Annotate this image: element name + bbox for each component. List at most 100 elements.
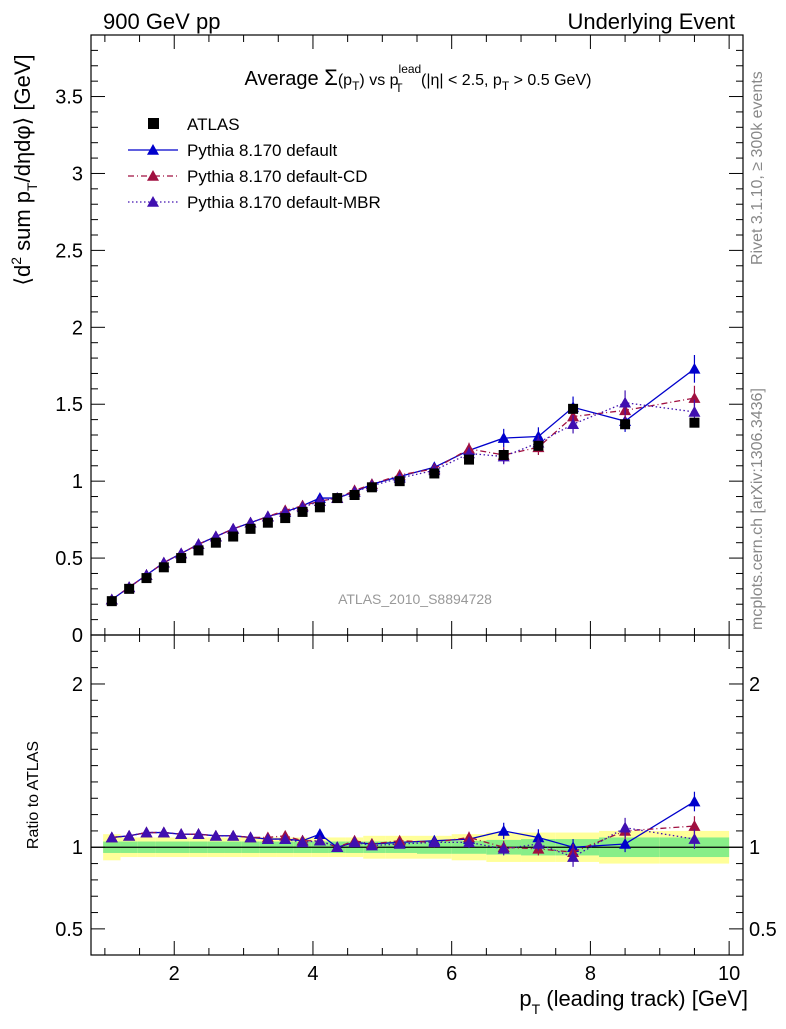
ratio-point bbox=[532, 837, 545, 849]
legend-marker bbox=[147, 196, 159, 207]
atlas-point bbox=[297, 506, 308, 517]
series-line bbox=[111, 397, 695, 601]
ratio-y-tick-label: 1 bbox=[72, 837, 83, 859]
ratio-point bbox=[279, 833, 292, 844]
x-tick-label: 8 bbox=[585, 963, 596, 985]
ratio-point bbox=[348, 836, 361, 848]
ratio-y-tick-label: 2 bbox=[72, 674, 83, 696]
ratio-point bbox=[331, 841, 344, 853]
x-tick-label: 10 bbox=[718, 963, 740, 985]
x-axis-label: pT (leading track) [GeV] bbox=[519, 986, 748, 1017]
y-axis-label-ratio: Ratio to ATLAS bbox=[25, 741, 42, 849]
ratio-point bbox=[296, 836, 309, 848]
series-point bbox=[619, 396, 632, 408]
y-tick-label: 2.5 bbox=[55, 240, 83, 262]
series-point bbox=[497, 432, 510, 443]
x-tick-label: 2 bbox=[169, 963, 180, 985]
ratio-point bbox=[157, 826, 170, 838]
ratio-point bbox=[619, 821, 632, 833]
y-tick-label: 0.5 bbox=[55, 548, 83, 570]
ratio-point bbox=[619, 837, 632, 849]
atlas-point bbox=[394, 476, 405, 487]
atlas-point bbox=[124, 583, 135, 594]
series-line bbox=[111, 402, 695, 601]
y-tick-label: 3.5 bbox=[55, 87, 83, 109]
atlas-point bbox=[464, 454, 475, 465]
ratio-point bbox=[140, 826, 153, 838]
y-tick-label: 1.5 bbox=[55, 394, 83, 416]
atlas-point bbox=[689, 417, 700, 428]
x-tick-label: 6 bbox=[446, 963, 457, 985]
ratio-point bbox=[688, 820, 701, 831]
legend-label: Pythia 8.170 default-MBR bbox=[187, 193, 381, 212]
atlas-point bbox=[106, 596, 117, 607]
y-tick-label: 0 bbox=[72, 625, 83, 647]
ratio-point bbox=[105, 831, 118, 843]
ratio-point bbox=[567, 851, 580, 862]
ratio-point bbox=[497, 824, 510, 836]
atlas-point bbox=[141, 573, 152, 584]
ratio-y-tick-label: 0.5 bbox=[55, 919, 83, 941]
series-point bbox=[567, 418, 580, 430]
ratio-point bbox=[261, 833, 274, 844]
series-point bbox=[227, 522, 240, 534]
atlas-point bbox=[366, 482, 377, 493]
main-axes: 0 0.5 1 1.5 2 2.5 3 3.5 bbox=[55, 34, 744, 647]
atlas-point bbox=[176, 553, 187, 564]
header-right: Underlying Event bbox=[567, 9, 735, 34]
y-axis-label-main: ⟨d2 sum pT/dηdφ⟩ [GeV] bbox=[8, 54, 40, 285]
legend-label: Pythia 8.170 default bbox=[187, 141, 338, 160]
ratio-line bbox=[111, 826, 695, 858]
ratio-point bbox=[532, 831, 545, 843]
atlas-point bbox=[568, 403, 579, 414]
atlas-point bbox=[332, 493, 343, 504]
atlas-point bbox=[245, 523, 256, 534]
ratio-point bbox=[428, 836, 441, 848]
atlas-point bbox=[210, 537, 221, 548]
ratio-point bbox=[313, 834, 326, 846]
atlas-point bbox=[193, 545, 204, 556]
ratio-point bbox=[313, 828, 326, 839]
ratio-y-tick-label-right: 1 bbox=[749, 837, 760, 859]
y-tick-label: 1 bbox=[72, 471, 83, 493]
ratio-axes: 2 4 6 8 10 0.5 1 2 0.5 1 2 bbox=[55, 634, 777, 985]
y-tick-label: 3 bbox=[72, 163, 83, 185]
atlas-point bbox=[533, 440, 544, 451]
side-label-rivet: Rivet 3.1.10, ≥ 300k events bbox=[749, 71, 766, 265]
ratio-point bbox=[123, 829, 136, 841]
atlas-point bbox=[262, 517, 273, 528]
legend: ATLAS Pythia 8.170 default Pythia 8.170 de… bbox=[128, 115, 381, 212]
ratio-point bbox=[393, 837, 406, 849]
ratio-series bbox=[105, 791, 701, 867]
ratio-point bbox=[497, 842, 510, 854]
ratio-point bbox=[175, 828, 188, 839]
y-tick-label: 2 bbox=[72, 317, 83, 339]
ratio-point bbox=[192, 828, 205, 839]
ratio-frame bbox=[90, 634, 744, 956]
side-label-mcplots: mcplots.cern.ch [arXiv:1306.3436] bbox=[749, 388, 766, 630]
ratio-y-tick-label-right: 2 bbox=[749, 674, 760, 696]
legend-label: Pythia 8.170 default-CD bbox=[187, 167, 368, 186]
atlas-point bbox=[620, 419, 631, 430]
legend-marker bbox=[147, 144, 159, 155]
series-point bbox=[688, 392, 701, 403]
ratio-point bbox=[227, 829, 240, 841]
ratio-point bbox=[688, 833, 701, 844]
atlas-point bbox=[158, 562, 169, 573]
atlas-point bbox=[228, 531, 239, 542]
series-point bbox=[688, 405, 701, 417]
series-point bbox=[688, 362, 701, 374]
atlas-point bbox=[429, 468, 440, 479]
ratio-point bbox=[244, 831, 257, 843]
main-series bbox=[105, 355, 701, 607]
x-tick-label: 4 bbox=[307, 963, 318, 985]
ratio-point bbox=[688, 795, 701, 807]
legend-label: ATLAS bbox=[187, 115, 240, 134]
ratio-y-tick-label-right: 0.5 bbox=[749, 919, 777, 941]
watermark: ATLAS_2010_S8894728 bbox=[338, 591, 492, 607]
legend-marker bbox=[148, 118, 159, 129]
atlas-point bbox=[280, 513, 291, 524]
header-left: 900 GeV pp bbox=[103, 9, 220, 34]
atlas-point bbox=[498, 450, 509, 460]
